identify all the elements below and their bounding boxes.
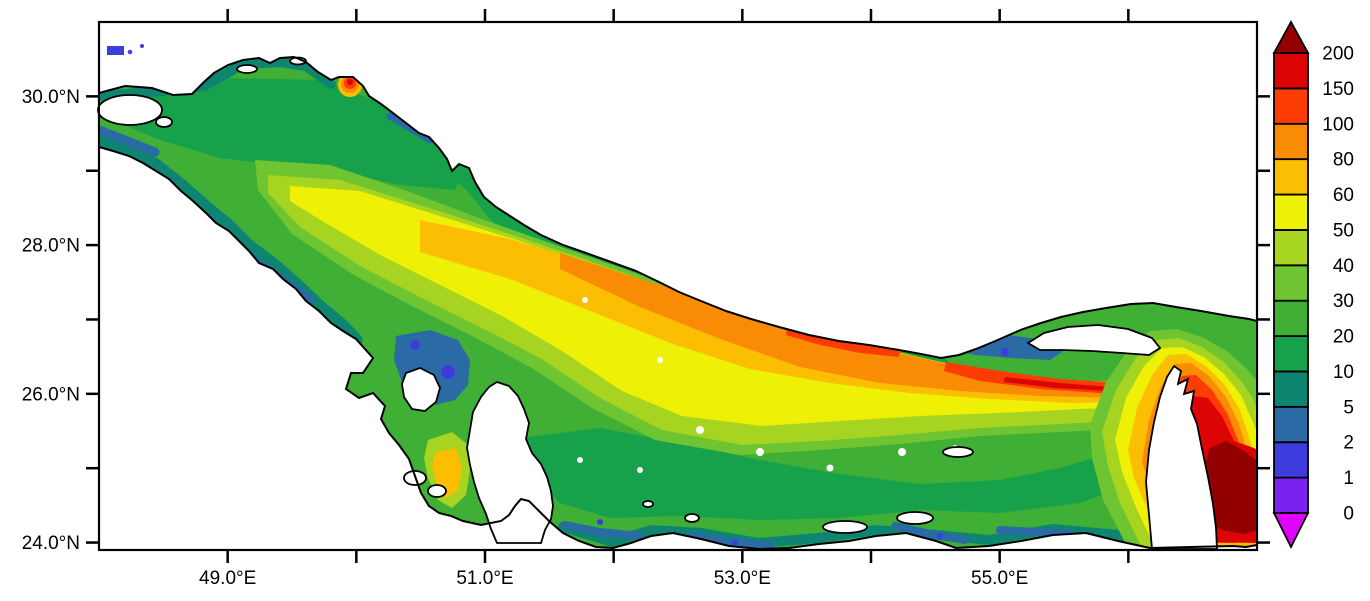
colorbar-level-label: 0 xyxy=(1343,504,1354,525)
x-tick-label: 55.0°E xyxy=(971,568,1028,589)
colorbar-level-label: 1 xyxy=(1343,468,1354,489)
bahrain-island xyxy=(401,367,441,412)
patch-blue-nw xyxy=(99,125,160,157)
colorbar-level-label: 100 xyxy=(1322,114,1354,135)
colorbar-box xyxy=(1273,122,1309,161)
colorbar-level-label: 150 xyxy=(1322,79,1354,100)
island-nw-1 xyxy=(236,64,258,74)
colorbar-level-label: 50 xyxy=(1333,220,1354,241)
patch-blue-south-1 xyxy=(561,521,644,540)
sabkha-west-qatar-2 xyxy=(427,484,447,498)
nw-lagoon xyxy=(97,94,163,126)
colorbar-level-label: 10 xyxy=(1333,362,1354,383)
colorbar-box xyxy=(1273,405,1309,444)
colorbar-box xyxy=(1273,193,1309,231)
colorbar-level-label: 20 xyxy=(1333,327,1354,348)
island-small-1 xyxy=(684,513,700,523)
colorbar-over-arrow xyxy=(1272,20,1310,54)
speck-violet xyxy=(1001,348,1009,356)
speck-violet xyxy=(732,539,738,545)
patch-blue-south-4 xyxy=(996,526,1074,538)
colorbar-level-label: 200 xyxy=(1322,44,1354,65)
island-sirri xyxy=(942,446,974,458)
fringe-teal-nw xyxy=(99,57,336,101)
colorbar-level-label: 80 xyxy=(1333,150,1354,171)
musandam-peninsula xyxy=(1145,364,1218,550)
colorbar-box xyxy=(1273,370,1309,408)
colorbar-level-label: 40 xyxy=(1333,256,1354,277)
colorbar-under-arrow xyxy=(1272,512,1310,550)
colorbar-level-label: 2 xyxy=(1343,433,1354,454)
colorbar: 0 1 2 5 10 20 30 40 50 60 80 100 150 200 xyxy=(1272,20,1354,550)
y-tick-label: 30.0°N xyxy=(22,87,80,108)
fringe-teal-west xyxy=(99,133,363,347)
hotspot-red xyxy=(347,79,353,85)
colorbar-box xyxy=(1273,264,1309,302)
colorbar-level-label: 60 xyxy=(1333,185,1354,206)
qeshm-island xyxy=(1026,324,1162,356)
colorbar-box xyxy=(1273,335,1309,373)
streak-red xyxy=(1004,377,1112,391)
band-green-south xyxy=(520,428,1140,520)
island-south-1 xyxy=(822,520,868,534)
colorbar-level-label: 5 xyxy=(1343,397,1354,418)
y-tick-label: 28.0°N xyxy=(22,236,80,257)
speck-violet xyxy=(597,519,603,525)
colorbar-box xyxy=(1273,158,1309,196)
data-gaps xyxy=(577,297,958,473)
speck-violet xyxy=(441,365,455,379)
colorbar-level-label: 30 xyxy=(1333,291,1354,312)
y-tick-label: 24.0°N xyxy=(22,533,80,554)
speck-violet xyxy=(937,533,943,539)
colorbar-box xyxy=(1273,52,1309,90)
colorbar-box xyxy=(1273,87,1309,125)
colorbar-box xyxy=(1273,299,1309,337)
patch-blue-south-2 xyxy=(686,532,774,549)
nw-lagoon-arm xyxy=(155,116,173,128)
y-tick-label: 26.0°N xyxy=(22,384,80,405)
x-tick-label: 49.0°E xyxy=(199,568,256,589)
patch-blue-south-3 xyxy=(891,522,969,544)
x-tick-label: 53.0°E xyxy=(714,568,771,589)
speck-violet xyxy=(410,340,420,350)
colorbar-box xyxy=(1273,441,1309,479)
x-tick-label: 51.0°E xyxy=(456,568,513,589)
island-south-2 xyxy=(896,511,934,525)
patch-blue-northcoast xyxy=(386,112,434,144)
band-green-nw xyxy=(110,78,462,190)
colorbar-box xyxy=(1273,229,1309,267)
colorbar-box xyxy=(1273,476,1309,514)
axes: 49.0°E 51.0°E 53.0°E 55.0°E 24.0°N 26.0°N 28.0… xyxy=(22,9,1270,589)
gulf-of-oman-deep-zone xyxy=(1203,441,1257,534)
island-small-2 xyxy=(642,500,654,508)
